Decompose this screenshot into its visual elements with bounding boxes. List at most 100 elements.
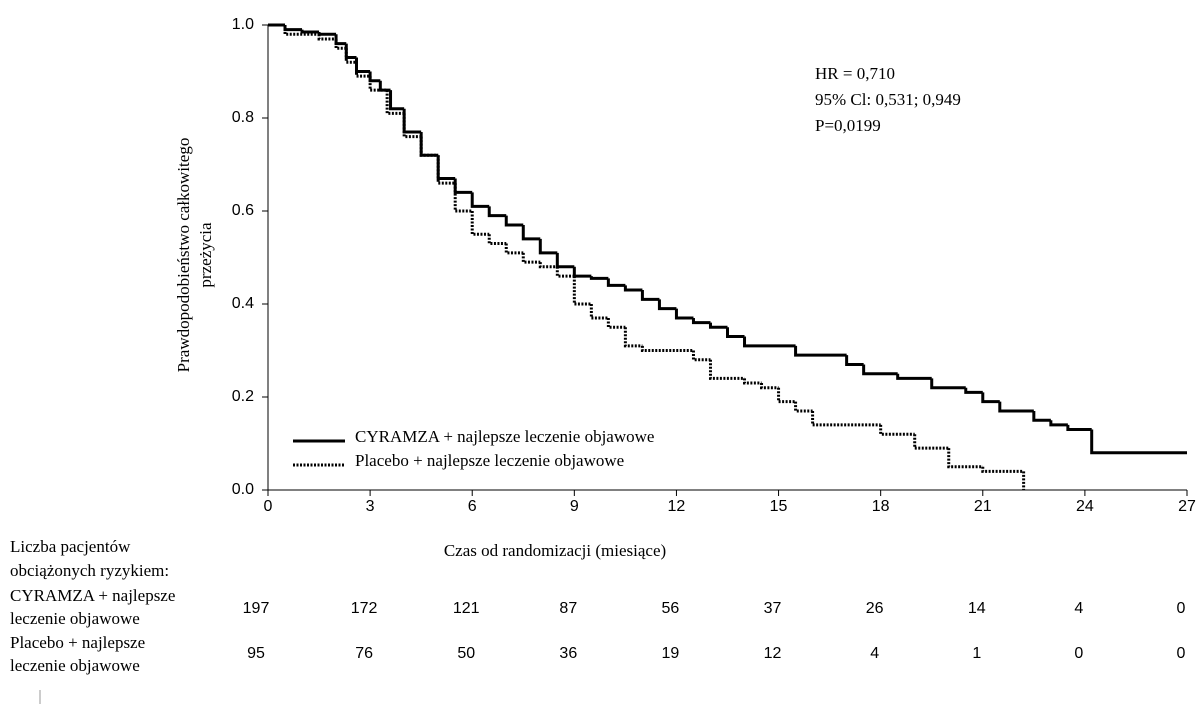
x-tick-label: 3 <box>366 498 375 515</box>
survival-step <box>436 155 456 185</box>
survival-step <box>640 345 694 352</box>
risk-count: 56 <box>662 600 680 617</box>
x-tick-label: 24 <box>1076 498 1094 515</box>
legend-label: CYRAMZA + najlepsze leczenie objawowe <box>355 427 654 446</box>
survival-step <box>691 350 711 362</box>
survival-step <box>402 113 422 139</box>
survival-step <box>344 43 357 60</box>
survival-step <box>504 215 524 227</box>
survival-step <box>589 276 609 280</box>
y-tick-label: 0.6 <box>232 202 254 219</box>
risk-row-label: leczenie objawowe <box>10 656 140 675</box>
survival-step <box>998 401 1034 413</box>
survival-step <box>453 178 473 194</box>
survival-step <box>726 327 745 339</box>
survival-step <box>470 192 490 208</box>
survival-step <box>283 25 320 36</box>
risk-count: 26 <box>866 600 884 617</box>
survival-step <box>623 285 643 292</box>
survival-step <box>402 108 422 134</box>
x-tick-label: 12 <box>668 498 686 515</box>
survival-step <box>368 76 388 92</box>
survival-step <box>606 317 626 329</box>
survival-step <box>344 48 357 64</box>
survival-step <box>555 252 575 269</box>
survival-step <box>981 466 1024 473</box>
annotation: HR = 0,710 <box>815 64 895 83</box>
survival-step <box>354 62 371 78</box>
survival-step <box>419 136 439 157</box>
survival-step <box>964 387 983 394</box>
survival-step <box>504 243 524 255</box>
survival-step <box>691 317 711 325</box>
risk-table-title: obciążonych ryzykiem: <box>10 561 169 580</box>
risk-count: 197 <box>243 600 270 617</box>
survival-step <box>1032 410 1051 422</box>
annotation: P=0,0199 <box>815 116 881 135</box>
survival-step <box>640 290 660 301</box>
survival-step <box>862 364 898 376</box>
survival-step <box>1049 420 1068 427</box>
survival-step <box>300 29 320 34</box>
y-tick-label: 0.2 <box>232 388 254 405</box>
y-tick-label: 0.4 <box>232 295 254 312</box>
survival-step <box>777 387 796 404</box>
survival-step <box>572 276 592 306</box>
survival-step <box>947 448 983 469</box>
survival-step <box>606 278 626 287</box>
risk-count: 1 <box>972 645 981 662</box>
risk-count: 121 <box>453 600 480 617</box>
survival-step <box>521 252 541 264</box>
survival-step <box>317 34 337 41</box>
risk-count: 4 <box>870 645 879 662</box>
risk-count: 37 <box>764 600 782 617</box>
survival-step <box>1066 424 1092 432</box>
survival-step <box>589 304 609 320</box>
survival-step <box>674 308 694 320</box>
survival-step <box>368 71 381 83</box>
risk-count: 12 <box>764 645 782 662</box>
survival-step <box>385 90 405 115</box>
survival-step <box>913 434 949 450</box>
survival-step <box>453 183 473 213</box>
survival-step <box>794 345 847 357</box>
survival-step <box>334 34 347 46</box>
risk-count: 19 <box>662 645 680 662</box>
y-tick-label: 1.0 <box>232 16 254 33</box>
x-axis-label: Czas od randomizacji (miesiące) <box>444 541 666 560</box>
x-tick-label: 9 <box>570 498 579 515</box>
survival-step <box>572 266 592 278</box>
survival-step <box>487 206 507 218</box>
risk-count: 95 <box>247 645 265 662</box>
risk-count: 87 <box>559 600 577 617</box>
survival-step <box>487 234 507 246</box>
survival-step <box>743 336 796 348</box>
survival-step <box>354 57 371 73</box>
survival-step <box>521 224 541 241</box>
survival-step <box>283 25 303 32</box>
y-axis-label: Prawdopodobieństwo całkowitego <box>174 138 193 373</box>
survival-step <box>1090 429 1187 455</box>
risk-count: 0 <box>1177 645 1186 662</box>
survival-step <box>470 211 490 236</box>
survival-step <box>538 262 558 269</box>
x-tick-label: 18 <box>872 498 890 515</box>
x-tick-label: 27 <box>1178 498 1196 515</box>
survival-step <box>317 31 337 36</box>
x-tick-label: 15 <box>770 498 788 515</box>
y-tick-label: 0.0 <box>232 481 254 498</box>
survival-step <box>657 299 677 311</box>
survival-step <box>896 373 932 380</box>
risk-count: 50 <box>457 645 475 662</box>
survival-step <box>623 327 643 348</box>
survival-step <box>930 378 966 390</box>
survival-step <box>811 410 881 427</box>
risk-row-label: leczenie objawowe <box>10 609 140 628</box>
x-tick-label: 0 <box>264 498 273 515</box>
survival-step <box>538 238 558 255</box>
survival-step <box>743 378 762 385</box>
survival-step <box>708 322 728 329</box>
risk-row-label: Placebo + najlepsze <box>10 633 145 652</box>
x-tick-label: 6 <box>468 498 477 515</box>
